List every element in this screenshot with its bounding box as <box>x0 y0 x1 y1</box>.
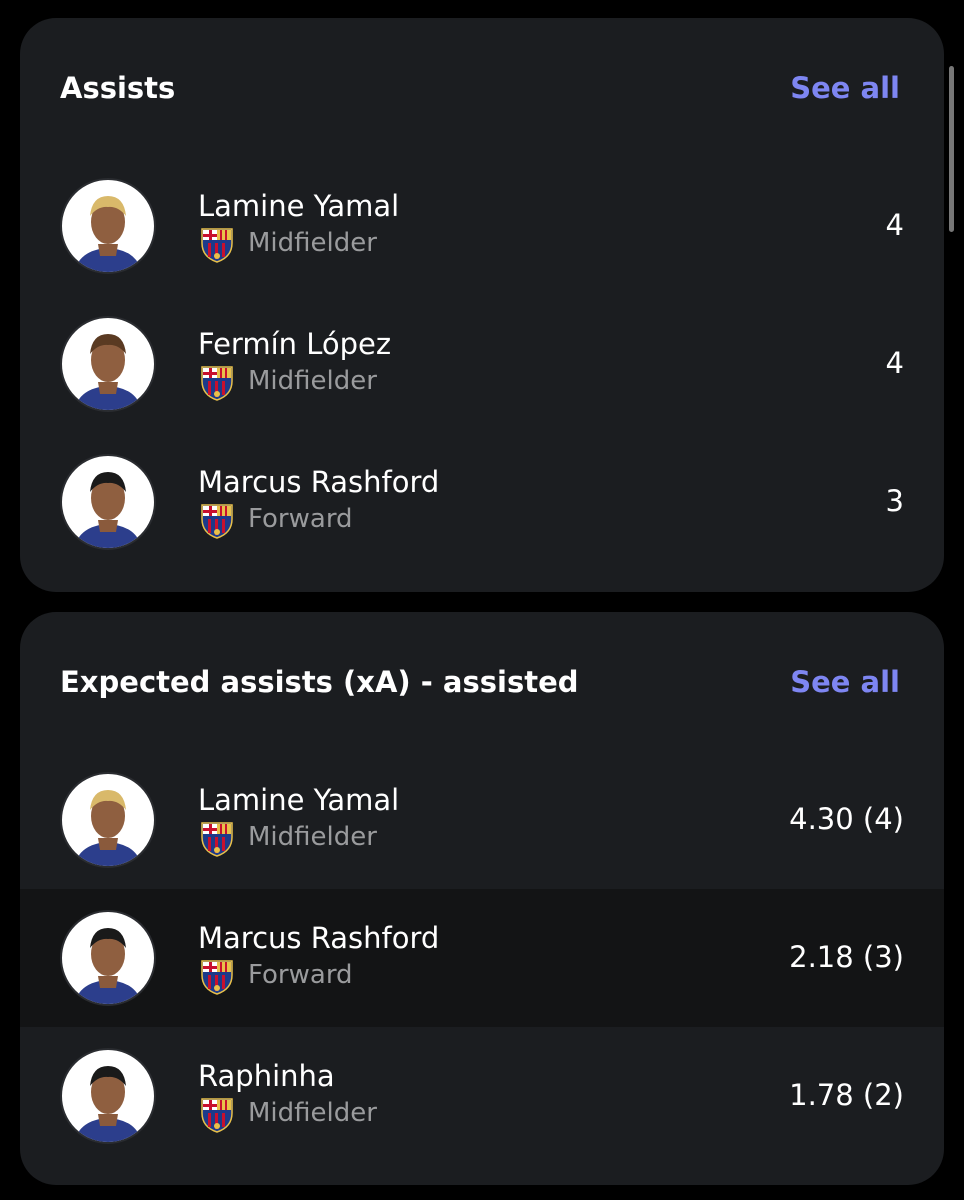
crest-image <box>201 822 233 857</box>
player-position: Forward <box>248 504 353 534</box>
player-position: Midfielder <box>248 1098 377 1128</box>
player-name: Fermín López <box>198 327 392 361</box>
stat-value: 1.78 (2) <box>789 1078 904 1112</box>
player-position: Forward <box>248 960 353 990</box>
avatar-image <box>60 1048 156 1144</box>
player-avatar <box>60 316 156 412</box>
xa-card: Expected assists (xA) - assisted See all… <box>20 612 944 1185</box>
assists-card: Assists See all Lamine Yamal Midfielder 4… <box>20 18 944 592</box>
player-position: Midfielder <box>248 228 377 258</box>
player-row[interactable]: Marcus Rashford Forward 2.18 (3) <box>20 889 944 1027</box>
avatar-image <box>60 772 156 868</box>
stat-value: 4 <box>885 346 904 380</box>
player-avatar <box>60 454 156 550</box>
stat-value: 2.18 (3) <box>789 940 904 974</box>
player-name: Marcus Rashford <box>198 465 440 499</box>
crest-image <box>201 228 233 263</box>
player-row[interactable]: Marcus Rashford Forward 3 <box>20 433 944 571</box>
stat-value: 4.30 (4) <box>789 802 904 836</box>
player-name: Raphinha <box>198 1059 335 1093</box>
player-name: Lamine Yamal <box>198 189 400 223</box>
scrollbar <box>949 66 954 232</box>
player-row[interactable]: Raphinha Midfielder 1.78 (2) <box>20 1027 944 1165</box>
player-name: Lamine Yamal <box>198 783 400 817</box>
avatar-image <box>60 454 156 550</box>
card-title: Assists <box>60 71 176 105</box>
player-name: Marcus Rashford <box>198 921 440 955</box>
club-crest <box>200 821 234 857</box>
club-crest <box>200 365 234 401</box>
player-row[interactable]: Lamine Yamal Midfielder 4 <box>20 157 944 295</box>
crest-image <box>201 504 233 539</box>
card-title: Expected assists (xA) - assisted <box>60 665 579 699</box>
see-all-link[interactable]: See all <box>790 665 900 699</box>
club-crest <box>200 1097 234 1133</box>
crest-image <box>201 366 233 401</box>
player-avatar <box>60 178 156 274</box>
player-position: Midfielder <box>248 822 377 852</box>
see-all-link[interactable]: See all <box>790 71 900 105</box>
crest-image <box>201 960 233 995</box>
stat-value: 4 <box>885 208 904 242</box>
player-avatar <box>60 1048 156 1144</box>
club-crest <box>200 227 234 263</box>
avatar-image <box>60 178 156 274</box>
avatar-image <box>60 910 156 1006</box>
avatar-image <box>60 316 156 412</box>
player-avatar <box>60 910 156 1006</box>
player-row[interactable]: Fermín López Midfielder 4 <box>20 295 944 433</box>
player-avatar <box>60 772 156 868</box>
club-crest <box>200 503 234 539</box>
club-crest <box>200 959 234 995</box>
crest-image <box>201 1098 233 1133</box>
player-row[interactable]: Lamine Yamal Midfielder 4.30 (4) <box>20 751 944 889</box>
player-position: Midfielder <box>248 366 377 396</box>
stat-value: 3 <box>885 484 904 518</box>
